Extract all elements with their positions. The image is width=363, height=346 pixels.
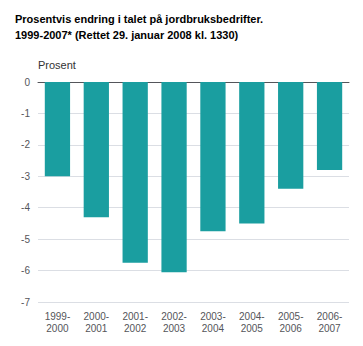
svg-text:2007: 2007 [318, 323, 341, 334]
svg-text:2001-: 2001- [122, 311, 148, 322]
svg-text:2002: 2002 [124, 323, 147, 334]
svg-text:1999-: 1999- [45, 311, 71, 322]
svg-text:-1: -1 [21, 108, 30, 119]
svg-text:2000: 2000 [46, 323, 69, 334]
svg-text:2001: 2001 [85, 323, 108, 334]
svg-text:-7: -7 [21, 297, 30, 308]
svg-text:2005-: 2005- [278, 311, 304, 322]
svg-text:-6: -6 [21, 265, 30, 276]
svg-text:2005: 2005 [241, 323, 264, 334]
svg-text:1999-2007* (Rettet 29. januar: 1999-2007* (Rettet 29. januar 2008 kl. 1… [15, 29, 239, 41]
svg-text:2002-: 2002- [161, 311, 187, 322]
svg-text:2000-: 2000- [84, 311, 110, 322]
svg-text:-2: -2 [21, 139, 30, 150]
svg-text:2006-: 2006- [317, 311, 343, 322]
svg-text:Prosent: Prosent [38, 59, 76, 71]
svg-text:2006: 2006 [280, 323, 303, 334]
svg-text:2004: 2004 [202, 323, 225, 334]
svg-text:Prosentvis endring i talet på: Prosentvis endring i talet på jordbruksb… [15, 13, 263, 25]
svg-text:2003: 2003 [163, 323, 186, 334]
svg-text:2003-: 2003- [200, 311, 226, 322]
svg-text:-5: -5 [21, 234, 30, 245]
svg-text:2004-: 2004- [239, 311, 265, 322]
svg-text:-3: -3 [21, 171, 30, 182]
svg-text:0: 0 [24, 77, 30, 88]
svg-text:-4: -4 [21, 202, 30, 213]
